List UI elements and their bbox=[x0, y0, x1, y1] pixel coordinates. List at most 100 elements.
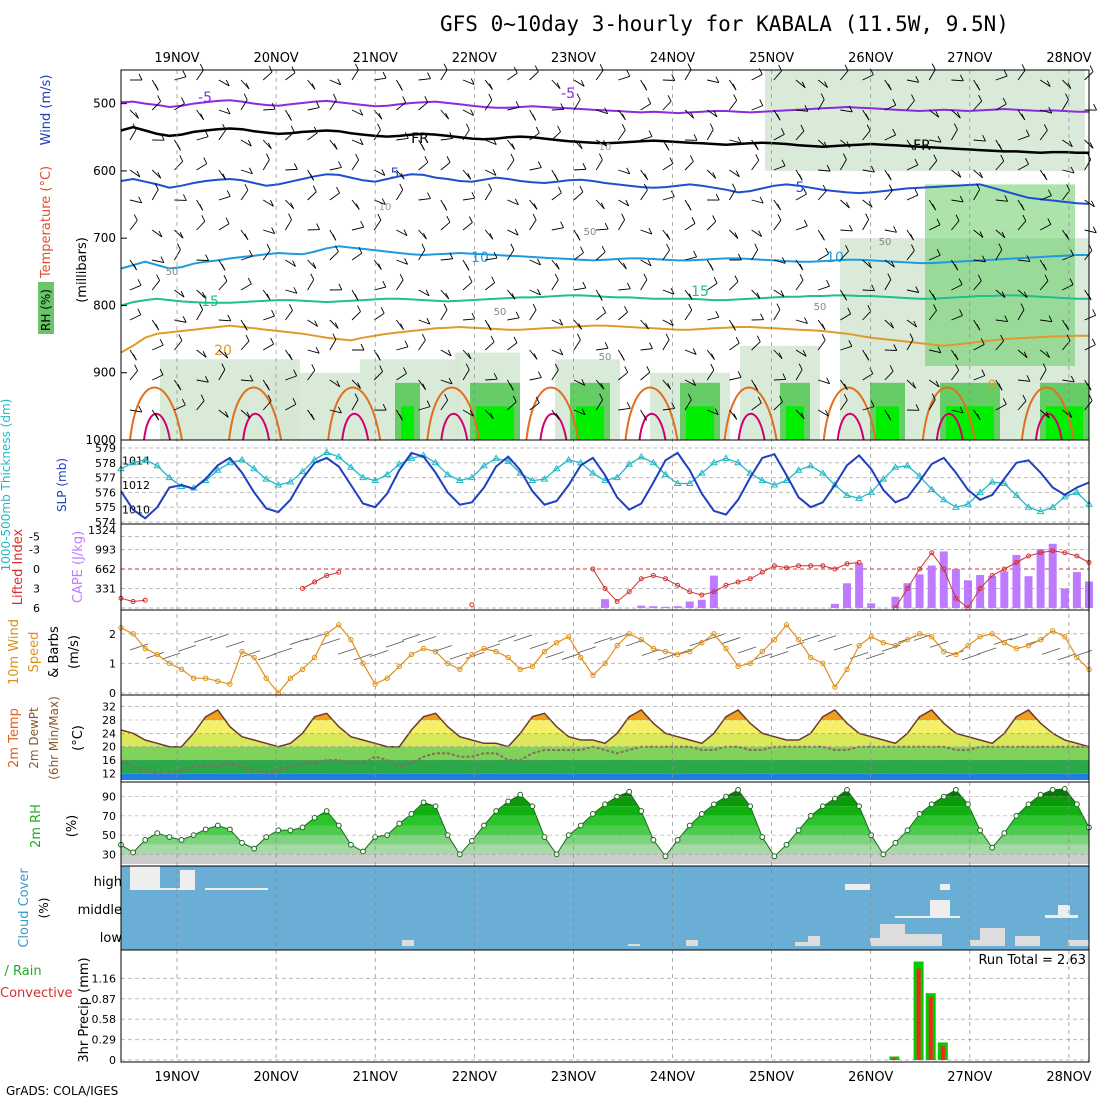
wind-barb-flag bbox=[600, 202, 605, 210]
wind-barb-flag bbox=[777, 203, 781, 211]
wind-barb bbox=[484, 169, 497, 176]
cloud-high-block bbox=[160, 888, 180, 890]
date-label-top: 21NOV bbox=[353, 51, 398, 66]
wind-barb bbox=[507, 342, 518, 351]
wind-barb bbox=[151, 189, 159, 201]
contour-label: 5 bbox=[796, 180, 805, 196]
wind-barb bbox=[618, 311, 628, 321]
wind-barb-flag bbox=[381, 198, 386, 205]
wind-barb-flag bbox=[688, 293, 693, 300]
wind-barb-flag bbox=[754, 243, 759, 250]
wind-barb bbox=[507, 317, 520, 321]
wind-barb bbox=[396, 259, 408, 265]
wind-barb bbox=[928, 379, 940, 388]
cloud-mid-block bbox=[895, 916, 960, 918]
wind-barb-flag bbox=[357, 382, 361, 389]
wind-barb-flag bbox=[1023, 291, 1028, 298]
wind-barb-flag bbox=[976, 413, 981, 421]
wind-barb-flag bbox=[293, 369, 298, 377]
wind-barb bbox=[751, 229, 762, 237]
wind-barb-flag bbox=[135, 112, 139, 119]
wind-barb bbox=[1017, 163, 1029, 171]
wind-barb-flag bbox=[311, 364, 316, 371]
wind-barb bbox=[995, 75, 1008, 81]
wind-barb-flag bbox=[1091, 200, 1095, 208]
wind-barb bbox=[928, 310, 937, 321]
wind-barb-flag bbox=[312, 185, 317, 192]
wind-barb-flag bbox=[709, 123, 714, 130]
wind-barb-flag bbox=[265, 153, 270, 160]
wind-barb-flag bbox=[912, 382, 917, 389]
pressure-tick: 800 bbox=[93, 298, 116, 312]
wind-barb-flag bbox=[937, 346, 942, 353]
wind-barb bbox=[1039, 130, 1048, 141]
wind-barb bbox=[551, 109, 564, 111]
legend-total-rain: Total / Rain bbox=[0, 964, 42, 979]
wind-barb bbox=[618, 169, 630, 175]
wind-barb-flag bbox=[404, 258, 409, 265]
pressure-tick: 500 bbox=[93, 97, 116, 111]
pressure-tick: 600 bbox=[93, 164, 116, 178]
wind-barb bbox=[462, 409, 474, 417]
thickness-point bbox=[1048, 503, 1057, 510]
rh-point bbox=[1061, 786, 1068, 792]
wind-speed-point bbox=[287, 675, 294, 681]
wind-barb bbox=[329, 339, 337, 351]
wind-barb-flag bbox=[576, 93, 581, 100]
wind-barb-flag bbox=[205, 254, 209, 261]
rh-point bbox=[481, 822, 487, 829]
wind-barb-flag bbox=[778, 352, 783, 359]
date-label-bottom: 27NOV bbox=[947, 1070, 992, 1085]
wind-barb bbox=[1017, 379, 1030, 382]
wind-barb bbox=[662, 249, 670, 261]
wind-barb bbox=[595, 139, 607, 147]
wind-speed-point bbox=[336, 622, 342, 628]
wind-barb bbox=[485, 378, 498, 381]
wind-barb bbox=[440, 349, 452, 357]
wind-barb bbox=[773, 401, 783, 411]
wind-barb-flag bbox=[426, 400, 431, 407]
wind-barb bbox=[1017, 220, 1027, 231]
wind-barb bbox=[929, 139, 942, 143]
wind-barb-flag bbox=[998, 243, 1003, 250]
pressure-tick: 700 bbox=[93, 231, 116, 245]
wind-barb-flag bbox=[133, 214, 138, 221]
wind-barb-10m bbox=[929, 640, 949, 648]
wind-barb bbox=[751, 249, 759, 261]
wind-barb-flag bbox=[493, 251, 498, 259]
wind-barb-flag bbox=[843, 294, 847, 301]
wind-barb-flag bbox=[671, 402, 676, 409]
wind-barb bbox=[174, 340, 183, 351]
ylabel-cloud: Cloud Cover bbox=[17, 868, 32, 948]
wind-barb-10m bbox=[193, 636, 213, 643]
wind-barb bbox=[262, 249, 271, 261]
wind-barb bbox=[440, 69, 448, 81]
thickness-point bbox=[226, 458, 234, 466]
wind-barb bbox=[551, 319, 563, 326]
thickness-point bbox=[879, 475, 888, 482]
rh-point bbox=[819, 803, 826, 810]
wind-barb bbox=[751, 402, 762, 411]
wind-speed-line bbox=[120, 623, 1090, 694]
wind-barb-flag bbox=[892, 98, 897, 106]
wind-barb-flag bbox=[982, 255, 986, 262]
wind-barb-flag bbox=[893, 344, 898, 351]
wind-barb bbox=[1017, 309, 1025, 321]
wind-barb-flag bbox=[226, 107, 231, 115]
wind-barb bbox=[462, 281, 473, 291]
wind-barb-10m bbox=[129, 643, 149, 651]
wind-barb bbox=[684, 161, 694, 171]
wind-barb-flag bbox=[798, 363, 803, 370]
wind-barb bbox=[196, 163, 207, 171]
date-label-bottom: 26NOV bbox=[848, 1070, 893, 1085]
wind-barb-flag bbox=[600, 383, 605, 390]
wind-barb-flag bbox=[779, 395, 783, 403]
wind-barb-10m bbox=[577, 646, 597, 654]
ylabel-2m-rh: 2m RH bbox=[29, 804, 44, 848]
temp-band bbox=[121, 746, 1089, 760]
wind-barb-flag bbox=[138, 73, 143, 81]
wind-barb-10m bbox=[545, 651, 565, 659]
cape-bar bbox=[1024, 576, 1033, 608]
thickness-point bbox=[322, 448, 331, 455]
wind-barb bbox=[285, 310, 293, 321]
